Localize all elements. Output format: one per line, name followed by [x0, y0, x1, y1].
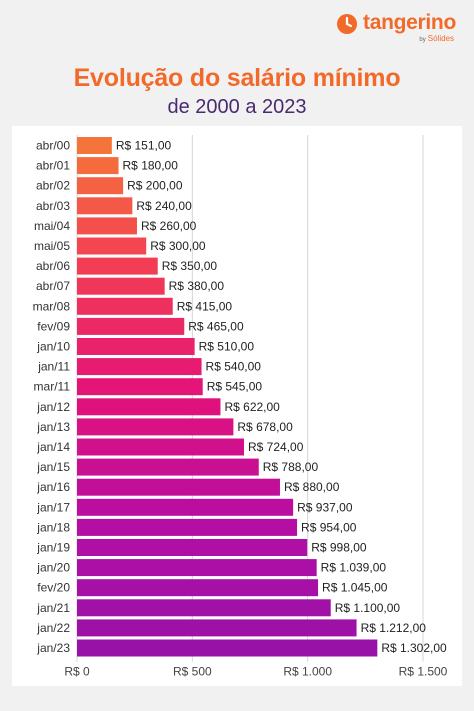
- category-label: jan/14: [36, 440, 70, 454]
- category-label: mar/11: [34, 380, 71, 394]
- category-label: abr/01: [36, 159, 70, 173]
- brand-name: tangerino: [363, 11, 456, 34]
- category-label: abr/02: [36, 179, 70, 193]
- bar: [77, 539, 308, 556]
- value-label: R$ 380,00: [169, 279, 225, 293]
- bar: [77, 237, 147, 255]
- bar: [77, 458, 259, 476]
- value-label: R$ 465,00: [188, 319, 244, 333]
- value-label: R$ 510,00: [199, 340, 255, 354]
- category-label: fev/20: [37, 581, 70, 595]
- bar: [77, 498, 294, 516]
- bar: [77, 217, 137, 235]
- value-label: R$ 622,00: [224, 400, 280, 414]
- bar: [77, 197, 133, 215]
- value-label: R$ 954,00: [301, 520, 357, 534]
- x-tick-label: R$ 500: [173, 665, 212, 679]
- category-label: jan/11: [37, 360, 70, 374]
- category-label: abr/06: [36, 259, 70, 273]
- category-label: jan/23: [36, 641, 70, 655]
- bar: [77, 338, 195, 355]
- bar: [77, 579, 319, 597]
- bar: [77, 619, 357, 637]
- bar: [77, 157, 119, 175]
- value-label: R$ 788,00: [263, 460, 319, 474]
- value-label: R$ 260,00: [141, 219, 197, 233]
- clock-icon: [337, 14, 358, 34]
- chart-title: Evolução do salário mínimo: [73, 64, 401, 92]
- value-label: R$ 998,00: [311, 541, 367, 555]
- bar: [77, 277, 165, 295]
- bar: [77, 418, 234, 436]
- bar: [77, 317, 185, 335]
- category-label: jan/10: [36, 340, 70, 354]
- category-label: jan/13: [36, 420, 70, 434]
- value-label: R$ 1.045,00: [322, 581, 388, 595]
- value-label: R$ 937,00: [297, 500, 353, 514]
- value-label: R$ 1.302,00: [381, 641, 447, 655]
- category-label: jan/17: [36, 500, 70, 514]
- value-label: R$ 180,00: [123, 159, 179, 173]
- bar: [77, 599, 331, 617]
- value-label: R$ 1.212,00: [361, 621, 427, 635]
- category-label: jan/16: [36, 480, 70, 494]
- category-label: jan/19: [36, 541, 70, 555]
- value-label: R$ 1.039,00: [321, 561, 387, 575]
- bar: [77, 358, 202, 376]
- x-tick-label: R$ 1.500: [399, 665, 448, 679]
- category-label: abr/03: [36, 199, 70, 213]
- brand-by: by: [419, 37, 426, 43]
- value-label: R$ 678,00: [237, 420, 293, 434]
- brand-partner-name: Sólides: [427, 34, 454, 43]
- category-label: abr/07: [36, 279, 70, 293]
- category-label: fev/09: [37, 319, 70, 333]
- value-label: R$ 540,00: [206, 360, 262, 374]
- tangerino-logo: tangerino by Sólides: [337, 12, 456, 45]
- category-label: jan/21: [36, 601, 70, 615]
- value-label: R$ 545,00: [207, 380, 263, 394]
- category-label: jan/18: [36, 520, 70, 534]
- category-label: mar/08: [33, 299, 71, 313]
- bar: [77, 478, 280, 496]
- value-label: R$ 300,00: [150, 239, 206, 253]
- category-label: jan/22: [36, 621, 70, 635]
- bar: [77, 378, 203, 396]
- bar: [77, 438, 245, 456]
- x-tick-label: R$ 1.000: [283, 665, 332, 679]
- bar: [77, 137, 112, 154]
- bar: [77, 559, 317, 577]
- x-tick-label: R$ 0: [64, 665, 90, 679]
- value-label: R$ 1.100,00: [335, 601, 401, 615]
- category-label: mai/04: [34, 219, 70, 233]
- chart-subtitle: de 2000 a 2023: [167, 96, 307, 118]
- value-label: R$ 200,00: [127, 179, 183, 193]
- value-label: R$ 724,00: [248, 440, 304, 454]
- value-label: R$ 415,00: [177, 299, 233, 313]
- value-label: R$ 350,00: [162, 259, 218, 273]
- category-label: mai/05: [34, 239, 70, 253]
- bar: [77, 297, 173, 315]
- category-label: abr/00: [36, 139, 70, 153]
- bar: [77, 398, 221, 416]
- bar: [77, 257, 158, 275]
- value-label: R$ 880,00: [284, 480, 340, 494]
- category-label: jan/15: [36, 460, 70, 474]
- bar: [77, 639, 378, 657]
- value-label: R$ 240,00: [136, 199, 192, 213]
- value-label: R$ 151,00: [116, 139, 172, 153]
- brand-partner: by Sólides: [419, 34, 454, 45]
- category-label: jan/20: [36, 561, 70, 575]
- bar: [77, 518, 298, 536]
- bar: [77, 177, 124, 195]
- category-label: jan/12: [36, 400, 70, 414]
